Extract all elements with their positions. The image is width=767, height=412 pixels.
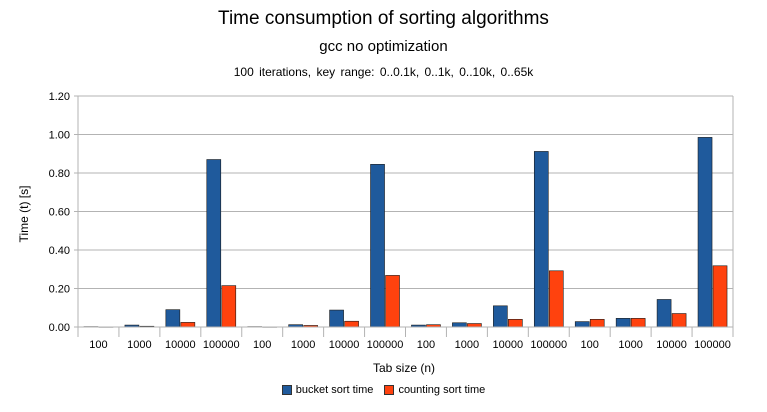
x-tick-label: 1000 [455,339,479,351]
bar-bucket [533,151,549,328]
y-tick-labels: 0.00 0.20 0.40 0.60 0.80 1.00 1.20 [49,91,70,334]
y-tick-label: 0.80 [49,168,70,180]
x-tick-label: 100000 [367,339,404,351]
legend-swatch-counting [384,385,395,395]
x-tick-label: 1000 [127,339,151,351]
bar-counting [671,313,687,328]
x-tick-label: 10000 [493,339,524,351]
bar-bucket [206,159,222,328]
bar-counting [508,318,523,328]
axes [77,96,734,337]
bar-counting [548,270,564,328]
x-tick-label: 100 [89,339,107,351]
chart-title: Time consumption of sorting algorithms [218,8,549,29]
bar-bucket [165,309,181,328]
x-tick-label: 10000 [656,339,687,351]
x-tick-label: 100000 [694,339,731,351]
bar-bucket [370,164,385,328]
bar-counting [385,275,400,328]
bar-bucket [452,322,467,328]
x-tick-label: 100 [417,339,435,351]
x-tick-labels: 100 1000 10000 100000 100 1000 10000 100000 100 1… [89,339,731,351]
y-tick-label: 0.40 [49,245,70,257]
y-axis-label: Time (t) [s] [17,186,31,243]
legend-label-bucket: bucket sort time [295,384,374,396]
grid-lines [74,95,733,328]
chart-subtitle-2: 100 iterations, key range: 0..0.1k, 0..1… [233,65,534,79]
legend-label-counting: counting sort time [398,384,486,396]
legend-swatch-bucket [281,385,292,395]
bar-counting [467,323,482,328]
x-tick-label: 100 [581,339,599,351]
x-tick-label: 100 [253,339,271,351]
bar-counting [712,265,728,328]
bar-bucket [329,309,344,328]
x-axis-label: Tab size (n) [373,361,435,375]
y-tick-label: 0.60 [49,207,70,219]
x-tick-label: 100000 [530,339,567,351]
y-tick-label: 0.00 [49,322,70,334]
x-tick-label: 1000 [291,339,315,351]
legend: bucket sort time counting sort time [0,384,767,398]
legend-item-counting: counting sort time [384,384,485,396]
bar-counting [221,285,237,328]
y-tick-label: 1.20 [49,91,70,103]
bar-counting [180,322,196,328]
bar-bucket [493,305,508,328]
legend-item-bucket: bucket sort time [281,384,374,396]
y-tick-label: 0.20 [49,284,70,296]
x-tick-label: 1000 [618,339,642,351]
bars [83,137,728,328]
bar-counting [344,320,359,328]
bar-bucket [656,299,672,328]
bar-bucket [615,318,631,328]
bar-bucket [697,137,713,328]
bar-counting [630,318,646,328]
chart-subtitle: gcc no optimization [319,38,448,55]
x-tick-label: 10000 [329,339,360,351]
x-tick-label: 10000 [165,339,196,351]
bar-bucket [574,321,590,328]
y-tick-label: 1.00 [49,130,70,142]
bar-counting [589,318,605,328]
x-tick-label: 100000 [203,339,240,351]
